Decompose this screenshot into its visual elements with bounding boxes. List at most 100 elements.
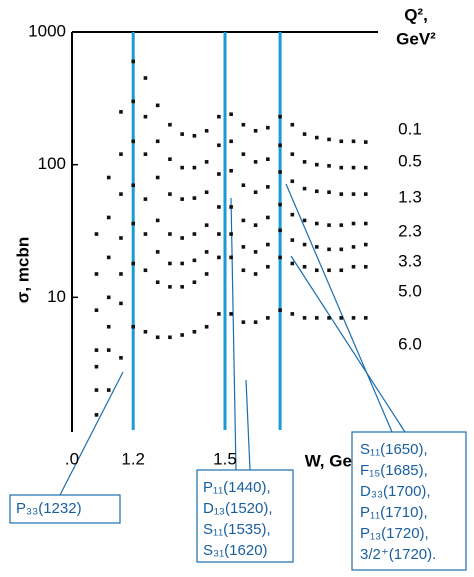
data-point (253, 160, 258, 164)
data-point (339, 192, 344, 196)
data-point (119, 110, 123, 114)
data-point (290, 122, 295, 127)
data-point (94, 272, 99, 276)
data-point (339, 223, 344, 227)
data-point (351, 139, 356, 144)
data-point (266, 215, 270, 220)
data-point (266, 125, 270, 130)
data-point (253, 320, 258, 324)
data-point (229, 232, 233, 236)
data-point (315, 268, 319, 273)
data-point (241, 320, 246, 324)
data-point (192, 258, 197, 263)
data-point (290, 152, 295, 156)
data-point (363, 165, 368, 170)
series-label: 0.5 (398, 151, 422, 170)
data-point (339, 165, 344, 170)
data-point (143, 197, 148, 201)
data-point (229, 112, 233, 117)
annotation-text: P₁₃(1720), (360, 525, 429, 542)
data-point (266, 264, 270, 269)
data-point (131, 99, 135, 104)
data-point (278, 202, 282, 207)
data-point (253, 250, 258, 254)
data-point (266, 316, 270, 320)
data-point (217, 205, 221, 209)
data-point (106, 324, 111, 329)
data-point (315, 162, 319, 167)
data-point (131, 183, 135, 188)
data-point (131, 324, 135, 329)
annotation-text: D₃₃(1700), (360, 483, 431, 500)
data-point (119, 301, 123, 306)
annotation-text: D₁₃(1520), (203, 500, 273, 517)
data-point (253, 272, 258, 276)
data-point (290, 261, 295, 266)
data-point (253, 223, 258, 227)
data-point (106, 175, 111, 180)
data-point (278, 308, 282, 312)
legend-title: Q², (404, 5, 428, 24)
data-point (363, 140, 368, 144)
data-point (143, 329, 148, 334)
data-point (155, 280, 160, 285)
data-point (204, 160, 209, 164)
data-point (351, 221, 356, 226)
data-point (155, 250, 160, 254)
y-axis-label: σ, mcbn (13, 237, 32, 303)
data-point (363, 192, 368, 196)
x-tick-label: 1.2 (121, 449, 145, 468)
data-point (204, 190, 209, 195)
data-point (143, 232, 148, 236)
annotation-arrows (59, 183, 406, 496)
data-point (327, 247, 331, 252)
data-point (241, 152, 246, 156)
data-point (351, 264, 356, 269)
data-point (302, 242, 307, 247)
data-point (315, 316, 319, 320)
data-point (229, 168, 233, 173)
data-point (266, 242, 270, 247)
data-point (143, 268, 148, 273)
data-point (168, 122, 172, 127)
data-point (327, 223, 331, 227)
data-point (339, 247, 344, 252)
data-point (192, 134, 197, 138)
data-point (204, 324, 209, 329)
data-point (315, 135, 319, 140)
data-point (119, 152, 123, 156)
data-point (302, 218, 307, 223)
data-point (351, 165, 356, 170)
data-point (302, 264, 307, 269)
data-point (155, 335, 160, 340)
data-point (241, 183, 246, 188)
data-point (217, 143, 221, 148)
data-point (155, 103, 160, 108)
data-point (180, 285, 184, 289)
data-point (278, 114, 282, 119)
data-point (119, 192, 123, 196)
data-point (217, 232, 221, 236)
data-point (119, 356, 123, 360)
data-point (168, 285, 172, 289)
data-point (278, 255, 282, 260)
data-point (168, 335, 172, 340)
annotation-text: P₁₁(1440), (203, 479, 271, 496)
data-point (327, 137, 331, 142)
data-point (351, 192, 356, 196)
data-point (94, 413, 99, 417)
data-point (192, 232, 197, 236)
annotation-box (351, 431, 467, 571)
data-point (290, 312, 295, 316)
data-point (217, 114, 221, 119)
data-point (278, 228, 282, 233)
data-point (143, 114, 148, 119)
data-point (217, 255, 221, 260)
data-point (94, 348, 99, 352)
data-point (168, 261, 172, 266)
data-point (106, 348, 111, 352)
data-point (266, 157, 270, 161)
data-point (229, 255, 233, 260)
data-point (363, 264, 368, 269)
